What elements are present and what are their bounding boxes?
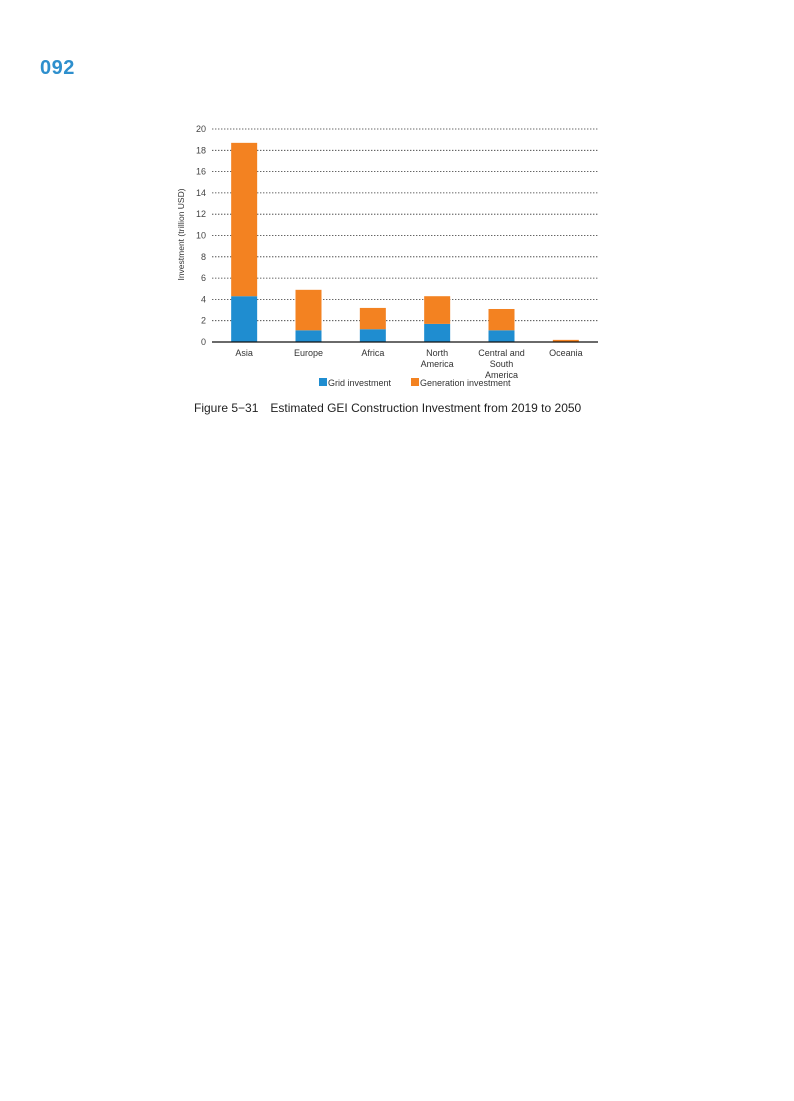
grid-investment-bar [359,329,386,342]
grid-investment-bar [295,330,322,342]
generation-investment-bar [552,339,579,342]
grid-investment-bar [231,296,258,342]
generation-investment-bar [359,307,386,330]
generation-investment-bar [231,142,258,297]
x-tick-label: Central and [478,348,525,358]
x-tick-label: Oceania [549,348,583,358]
page-number: 092 [40,57,75,79]
x-tick-label: South [490,359,514,369]
figure-label: Figure 5−31 [194,401,259,415]
figure-caption: Figure 5−31 Estimated GEI Construction In… [194,401,581,415]
grid-investment-bar [424,323,451,342]
legend-label-generation: Generation investment [420,378,511,388]
legend-label-grid: Grid investment [328,378,392,388]
y-tick-label: 8 [201,252,206,262]
y-axis-label: Investment (trillion USD) [176,188,186,280]
y-tick-label: 2 [201,316,206,326]
generation-investment-bar [424,296,451,324]
y-tick-label: 4 [201,294,206,304]
legend-swatch-grid [319,378,327,386]
grid-investment-bar [488,330,515,342]
y-tick-label: 16 [196,167,206,177]
y-tick-label: 0 [201,337,206,347]
generation-investment-bar [488,308,515,331]
generation-investment-bar [295,289,322,331]
x-tick-label: North [426,348,448,358]
y-tick-label: 18 [196,145,206,155]
y-tick-label: 14 [196,188,206,198]
y-tick-label: 20 [196,124,206,134]
x-tick-label: America [485,370,518,380]
x-tick-label: Europe [294,348,323,358]
x-tick-label: Asia [235,348,253,358]
figure-title: Estimated GEI Construction Investment fr… [270,401,582,415]
bar-chart: 0 2 4 6 8 10 12 14 16 18 20 Investment (trillion US… [176,124,598,388]
y-tick-label: 10 [196,231,206,241]
legend-swatch-generation [411,378,419,386]
x-tick-label: Africa [361,348,384,358]
y-tick-label: 12 [196,209,206,219]
y-tick-label: 6 [201,273,206,283]
x-tick-label: America [421,359,454,369]
